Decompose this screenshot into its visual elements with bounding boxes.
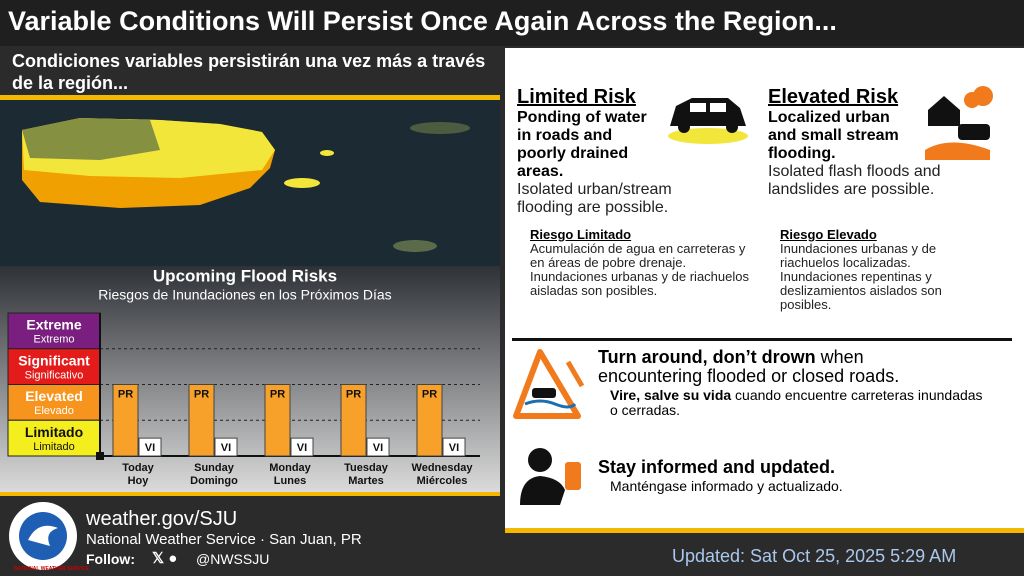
bar [442,437,466,457]
bar-label: VI [221,442,231,454]
right-panel [505,48,1024,528]
safety-tip-es: Vire, salve su vida cuando encuentre car… [610,388,990,418]
subtitle-bar [0,46,500,96]
risk-text-es: Acumulación de agua en carreteras y en á… [530,241,749,298]
safety-bold: Turn around, don’t drown [598,347,816,367]
flood-icon [925,86,993,160]
safety-text: when encountering flooded or closed road… [598,347,900,386]
x-tick-label: Wednesday [412,462,474,474]
level-band [7,312,101,350]
website[interactable]: weather.gov/SJU [86,508,238,530]
logo-text: NATIONAL WEATHER SERVICE [14,566,89,572]
level-label-es: Extremo [34,334,75,346]
chart-title: Upcoming Flood Risks [153,266,337,285]
stripe [505,528,1024,533]
title: Variable Conditions Will Persist Once Ag… [8,6,837,36]
safety-bold-es: Vire, salve su vida [610,387,732,403]
x-tick-label-es: Miércoles [417,475,468,487]
bar [340,384,367,457]
office: National Weather Service · San Juan, PR [86,531,362,548]
risk-headline: Ponding of water in roads and poorly dra… [517,109,647,180]
safety-text-es: cuando encuentre carreteras inundadas o … [610,387,983,418]
nws-logo [9,502,77,570]
risk-card: Elevated Risk Localized urban and small … [768,86,941,199]
title-bar [0,0,1024,46]
map-land [22,118,160,160]
bar [416,384,443,457]
updated: Updated: Sat Oct 25, 2025 5:29 AM [672,546,957,566]
risk-text: Isolated urban/stream flooding are possi… [517,181,672,216]
divider [512,338,1012,341]
risk-title: Limited Risk [517,86,636,108]
chart-subtitle: Riesgos de Inundaciones en los Próximos … [98,287,391,303]
bar [366,437,390,457]
x-tick-label: Tuesday [344,462,389,474]
level-label-es: Limitado [33,441,75,453]
axis-corner [96,452,104,460]
x-tick-label: Sunday [194,462,235,474]
bar [290,437,314,457]
bar [264,384,291,457]
bar-label: VI [297,442,307,454]
risk-title-es: Riesgo Limitado [530,227,632,242]
bar-label: PR [194,388,209,400]
x-tick-label: Today [122,462,154,474]
level-label: Limitado [25,424,83,440]
map-island [284,178,320,188]
chart: Upcoming Flood Risks Riesgos de Inundacio… [7,266,480,487]
x-tick-label-es: Domingo [190,475,238,487]
bar-label: VI [145,442,155,454]
safety-bold: Stay informed and updated. [598,457,836,477]
map-island [410,122,470,134]
bar [214,437,238,457]
risk-es: Riesgo Limitado Acumulación de agua en c… [530,227,758,298]
x-tick-label-es: Martes [348,475,383,487]
warning-icon [513,349,585,419]
risk-es: Riesgo Elevado Inundaciones urbanas y de… [780,227,980,312]
follow: Follow: [86,551,135,567]
map-island [393,240,437,252]
bar [112,384,139,457]
bar-label: PR [118,388,133,400]
subtitle: Condiciones variables persistirán una ve… [12,51,486,93]
x-tick-label-es: Lunes [274,475,306,487]
bar [138,437,162,457]
bar-label: PR [346,388,361,400]
phone-icon [520,448,581,505]
bar-label: PR [422,388,437,400]
risk-text: Isolated flash floods and landslides are… [768,163,941,198]
risk-title: Elevated Risk [768,86,899,108]
handle[interactable]: @NWSSJU [196,551,270,567]
car-icon [668,98,748,144]
risk-title-es: Riesgo Elevado [780,227,877,242]
stripe [0,492,500,496]
safety-text-es: Manténgase informado y actualizado. [610,478,843,494]
level-label-es: Elevado [34,405,74,417]
bar-label: VI [373,442,383,454]
risk-headline: Localized urban and small stream floodin… [768,109,899,162]
x-tick-label: Monday [269,462,311,474]
level-band [7,348,101,385]
level-label: Elevated [25,388,83,404]
bar [188,384,215,457]
risk-card: Limited Risk Ponding of water in roads a… [517,86,672,217]
x-tick-label-es: Hoy [128,475,150,487]
social-icons[interactable]: 𝕏 ● [152,550,178,567]
bar-label: VI [449,442,459,454]
risk-text-es: Inundaciones urbanas y de riachuelos loc… [780,241,942,312]
level-label: Extreme [26,317,81,333]
safety-tip: Turn around, don’t drown when encounteri… [598,348,968,386]
level-band [7,384,101,421]
bar-label: PR [270,388,285,400]
stripe [0,95,500,100]
map-island [320,150,334,156]
level-label: Significant [18,352,90,368]
level-label-es: Significativo [25,369,84,381]
